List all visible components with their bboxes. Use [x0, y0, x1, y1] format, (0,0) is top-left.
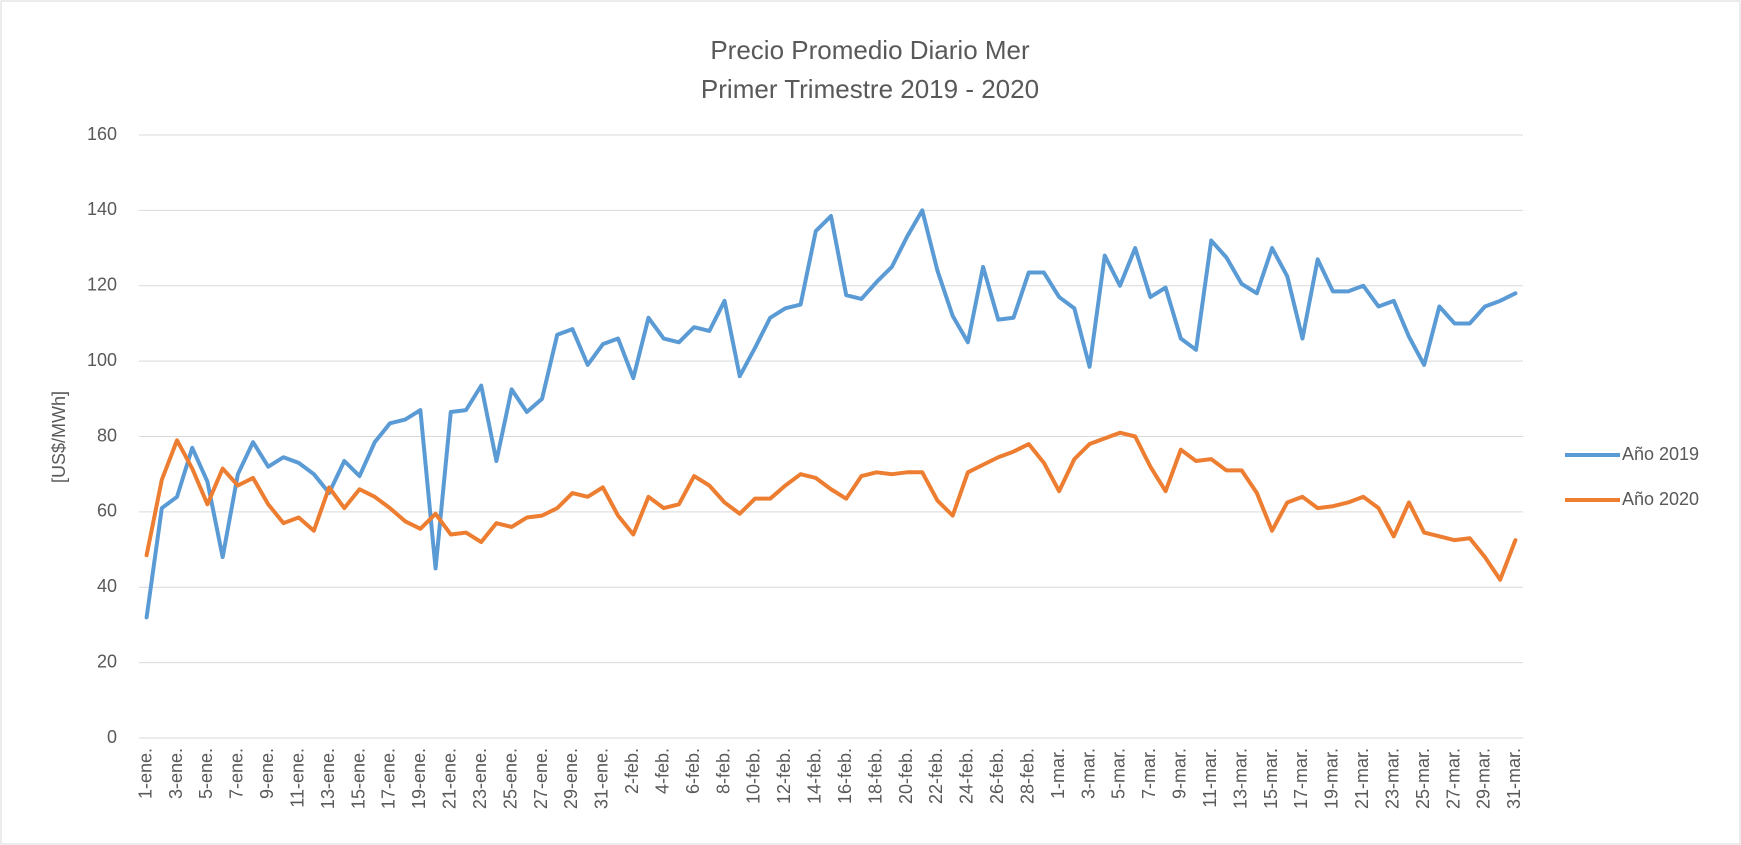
y-tick-label: 160	[87, 124, 117, 144]
x-tick-label: 17-ene.	[379, 748, 399, 809]
x-tick-label: 28-feb.	[1017, 748, 1037, 804]
chart-subtitle: Primer Trimestre 2019 - 2020	[701, 74, 1039, 104]
x-tick-label: 7-ene.	[227, 748, 247, 799]
x-tick-label: 19-ene.	[409, 748, 429, 809]
x-tick-label: 2-feb.	[622, 748, 642, 794]
x-tick-label: 12-feb.	[774, 748, 794, 804]
x-tick-label: 7-mar.	[1139, 748, 1159, 799]
x-tick-label: 21-ene.	[440, 748, 460, 809]
data-line	[144, 208, 1518, 620]
x-tick-label: 16-feb.	[835, 748, 855, 804]
x-tick-label: 11-ene.	[287, 748, 307, 808]
x-tick-label: 31-ene.	[592, 748, 612, 809]
x-tick-label: 14-feb.	[805, 748, 825, 804]
x-tick-label: 9-ene.	[257, 748, 277, 799]
x-tick-label: 17-mar.	[1291, 748, 1311, 809]
x-tick-label: 21-mar.	[1352, 748, 1372, 809]
y-tick-label: 40	[97, 576, 117, 596]
x-tick-label: 23-ene.	[470, 748, 490, 809]
x-tick-label: 3-ene.	[166, 748, 186, 799]
x-tick-label: 27-mar.	[1443, 748, 1463, 809]
data-line	[144, 430, 1518, 582]
x-tick-label: 5-ene.	[196, 748, 216, 799]
y-tick-label: 60	[97, 501, 117, 521]
x-tick-label: 25-mar.	[1413, 748, 1433, 809]
x-tick-label: 1-ene.	[135, 748, 155, 799]
x-tick-label: 5-mar.	[1109, 748, 1129, 799]
legend-label: Año 2020	[1622, 489, 1699, 509]
x-tick-label: 8-feb.	[713, 748, 733, 794]
y-tick-label: 80	[97, 425, 117, 445]
x-tick-label: 19-mar.	[1322, 748, 1342, 809]
x-tick-label: 23-mar.	[1382, 748, 1402, 809]
x-tick-label: 15-mar.	[1261, 748, 1281, 809]
x-tick-label: 24-feb.	[957, 748, 977, 804]
x-tick-label: 15-ene.	[348, 748, 368, 809]
x-tick-label: 18-feb.	[865, 748, 885, 804]
x-tick-label: 25-ene.	[500, 748, 520, 809]
x-tick-label: 3-mar.	[1078, 748, 1098, 799]
legend-label: Año 2019	[1622, 444, 1699, 464]
x-tick-label: 29-mar.	[1474, 748, 1494, 809]
x-tick-label: 31-mar.	[1504, 748, 1524, 809]
y-axis-label: [US$/MWh]	[49, 391, 69, 483]
x-tick-label: 9-mar.	[1170, 748, 1190, 799]
x-tick-label: 22-feb.	[926, 748, 946, 804]
y-tick-label: 20	[97, 651, 117, 671]
y-tick-label: 100	[87, 350, 117, 370]
chart-title: Precio Promedio Diario Mer	[710, 35, 1030, 65]
x-tick-label: 6-feb.	[683, 748, 703, 794]
y-tick-label: 140	[87, 199, 117, 219]
y-tick-label: 120	[87, 275, 117, 295]
x-tick-label: 13-ene.	[318, 748, 338, 809]
x-tick-label: 1-mar.	[1048, 748, 1068, 799]
x-tick-label: 20-feb.	[896, 748, 916, 804]
x-tick-label: 27-ene.	[531, 748, 551, 809]
x-tick-label: 10-feb.	[744, 748, 764, 804]
x-tick-label: 11-mar.	[1200, 748, 1220, 808]
x-tick-label: 26-feb.	[987, 748, 1007, 804]
x-tick-label: 13-mar.	[1230, 748, 1250, 809]
x-tick-label: 29-ene.	[561, 748, 581, 809]
x-tick-label: 4-feb.	[652, 748, 672, 794]
y-tick-label: 0	[107, 727, 117, 747]
